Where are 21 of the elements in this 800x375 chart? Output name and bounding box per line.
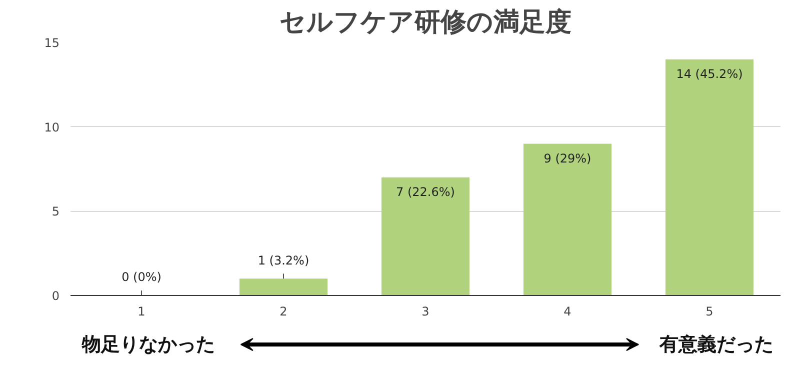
- data-label: 7 (22.6%): [396, 185, 455, 200]
- x-tick-label: 3: [422, 304, 430, 318]
- y-tick-label: 0: [52, 289, 60, 303]
- bar: [523, 144, 612, 296]
- bar: [381, 177, 470, 296]
- data-label: 9 (29%): [544, 151, 592, 166]
- y-tick-label: 15: [44, 36, 60, 50]
- y-tick-label: 5: [52, 204, 60, 219]
- data-label: 1 (3.2%): [258, 253, 310, 268]
- text: 物足りなかった: [80, 334, 215, 356]
- bar: [665, 59, 754, 296]
- chart-title: セルフケア研修の満足度: [280, 8, 572, 38]
- text: 有意義だった: [658, 334, 774, 356]
- x-tick-label: 4: [564, 304, 572, 318]
- bar: [239, 278, 328, 296]
- x-tick-label: 2: [280, 304, 288, 318]
- data-label: 14 (45.2%): [676, 66, 743, 81]
- x-tick-label: 5: [706, 304, 714, 318]
- x-tick-label: 1: [138, 304, 146, 318]
- y-tick-label: 10: [44, 120, 60, 134]
- data-label: 0 (0%): [122, 270, 162, 284]
